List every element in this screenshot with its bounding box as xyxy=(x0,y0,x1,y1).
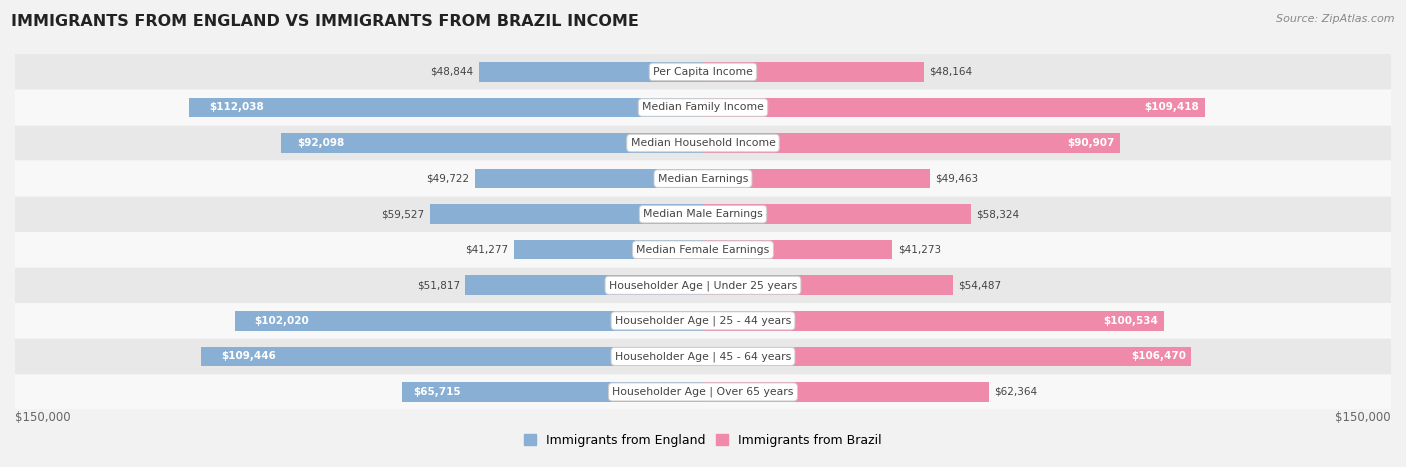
Bar xyxy=(15,126,1391,161)
Text: $109,418: $109,418 xyxy=(1144,102,1199,113)
Text: $62,364: $62,364 xyxy=(994,387,1038,397)
Text: Median Household Income: Median Household Income xyxy=(630,138,776,148)
Bar xyxy=(190,98,703,117)
Bar xyxy=(15,232,1391,267)
Text: Householder Age | 45 - 64 years: Householder Age | 45 - 64 years xyxy=(614,351,792,361)
Bar xyxy=(513,240,703,260)
Text: Householder Age | Under 25 years: Householder Age | Under 25 years xyxy=(609,280,797,290)
Bar xyxy=(465,276,703,295)
Bar xyxy=(15,339,1391,374)
Bar xyxy=(703,347,1191,366)
Bar xyxy=(201,347,703,366)
Text: $58,324: $58,324 xyxy=(976,209,1019,219)
Bar xyxy=(15,197,1391,232)
Bar xyxy=(235,311,703,331)
Text: $106,470: $106,470 xyxy=(1130,351,1185,361)
Bar xyxy=(402,382,703,402)
Text: $48,164: $48,164 xyxy=(929,67,973,77)
Text: $109,446: $109,446 xyxy=(221,351,276,361)
Text: $92,098: $92,098 xyxy=(298,138,344,148)
Text: $49,463: $49,463 xyxy=(935,174,979,184)
Bar xyxy=(15,375,1391,410)
Text: $102,020: $102,020 xyxy=(254,316,308,326)
Bar xyxy=(15,55,1391,89)
Bar xyxy=(703,205,970,224)
Text: Median Male Earnings: Median Male Earnings xyxy=(643,209,763,219)
Bar xyxy=(703,133,1121,153)
Text: IMMIGRANTS FROM ENGLAND VS IMMIGRANTS FROM BRAZIL INCOME: IMMIGRANTS FROM ENGLAND VS IMMIGRANTS FR… xyxy=(11,14,640,29)
Bar xyxy=(703,169,929,188)
Text: Householder Age | 25 - 44 years: Householder Age | 25 - 44 years xyxy=(614,316,792,326)
Text: $150,000: $150,000 xyxy=(1336,411,1391,424)
Text: $112,038: $112,038 xyxy=(209,102,264,113)
Text: $100,534: $100,534 xyxy=(1104,316,1159,326)
Bar xyxy=(15,90,1391,125)
Bar xyxy=(703,98,1205,117)
Text: Source: ZipAtlas.com: Source: ZipAtlas.com xyxy=(1277,14,1395,24)
Text: Per Capita Income: Per Capita Income xyxy=(652,67,754,77)
Bar xyxy=(703,311,1164,331)
Text: $41,273: $41,273 xyxy=(898,245,941,255)
Text: $48,844: $48,844 xyxy=(430,67,474,77)
Bar xyxy=(479,62,703,82)
Bar xyxy=(430,205,703,224)
Bar xyxy=(703,240,893,260)
Bar xyxy=(15,304,1391,338)
Bar xyxy=(15,268,1391,303)
Legend: Immigrants from England, Immigrants from Brazil: Immigrants from England, Immigrants from… xyxy=(519,429,887,452)
Text: $51,817: $51,817 xyxy=(416,280,460,290)
Text: $49,722: $49,722 xyxy=(426,174,470,184)
Bar xyxy=(15,161,1391,196)
Text: Median Female Earnings: Median Female Earnings xyxy=(637,245,769,255)
Text: $90,907: $90,907 xyxy=(1067,138,1115,148)
Bar xyxy=(703,382,988,402)
Bar xyxy=(703,62,924,82)
Text: $41,277: $41,277 xyxy=(465,245,508,255)
Text: Householder Age | Over 65 years: Householder Age | Over 65 years xyxy=(612,387,794,397)
Text: $54,487: $54,487 xyxy=(959,280,1001,290)
Text: $65,715: $65,715 xyxy=(413,387,461,397)
Bar xyxy=(475,169,703,188)
Text: $150,000: $150,000 xyxy=(15,411,70,424)
Text: Median Family Income: Median Family Income xyxy=(643,102,763,113)
Text: $59,527: $59,527 xyxy=(381,209,425,219)
Bar xyxy=(703,276,953,295)
Bar xyxy=(281,133,703,153)
Text: Median Earnings: Median Earnings xyxy=(658,174,748,184)
